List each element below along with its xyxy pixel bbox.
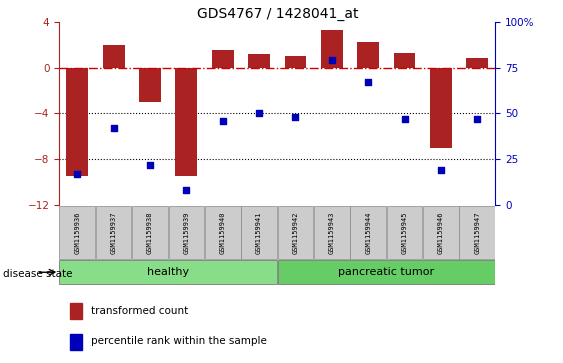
- Bar: [212, 50, 234, 68]
- Text: GSM1159936: GSM1159936: [74, 211, 81, 254]
- Bar: [176, 68, 197, 176]
- Point: [254, 110, 263, 116]
- Text: GSM1159945: GSM1159945: [401, 211, 408, 254]
- Bar: [284, 56, 306, 68]
- FancyBboxPatch shape: [278, 205, 313, 259]
- Point: [327, 57, 336, 63]
- Point: [182, 188, 191, 193]
- Text: disease state: disease state: [3, 269, 72, 279]
- Point: [364, 79, 373, 85]
- Text: GSM1159944: GSM1159944: [365, 211, 371, 254]
- Bar: [248, 54, 270, 68]
- FancyBboxPatch shape: [423, 205, 459, 259]
- Bar: [394, 53, 415, 68]
- Bar: [103, 45, 124, 68]
- Text: GSM1159946: GSM1159946: [438, 211, 444, 254]
- FancyBboxPatch shape: [242, 205, 277, 259]
- Point: [109, 125, 118, 131]
- Text: GSM1159937: GSM1159937: [111, 211, 117, 254]
- Point: [145, 162, 154, 168]
- Point: [73, 171, 82, 177]
- FancyBboxPatch shape: [60, 205, 95, 259]
- Bar: [358, 42, 379, 68]
- Bar: [70, 303, 82, 319]
- Bar: [139, 68, 161, 102]
- Bar: [66, 68, 88, 176]
- Point: [218, 118, 227, 124]
- Point: [473, 116, 482, 122]
- FancyBboxPatch shape: [314, 205, 350, 259]
- FancyBboxPatch shape: [350, 205, 386, 259]
- Text: transformed count: transformed count: [91, 306, 188, 316]
- Text: GSM1159938: GSM1159938: [147, 211, 153, 254]
- FancyBboxPatch shape: [96, 205, 132, 259]
- Text: percentile rank within the sample: percentile rank within the sample: [91, 336, 267, 346]
- Text: GSM1159940: GSM1159940: [220, 211, 226, 254]
- FancyBboxPatch shape: [278, 260, 495, 285]
- FancyBboxPatch shape: [387, 205, 422, 259]
- Point: [436, 167, 445, 173]
- Point: [400, 116, 409, 122]
- FancyBboxPatch shape: [205, 205, 240, 259]
- Bar: [466, 58, 488, 68]
- FancyBboxPatch shape: [459, 205, 495, 259]
- Bar: [321, 30, 343, 68]
- Title: GDS4767 / 1428041_at: GDS4767 / 1428041_at: [196, 7, 358, 21]
- Text: GSM1159941: GSM1159941: [256, 211, 262, 254]
- Text: GSM1159943: GSM1159943: [329, 211, 335, 254]
- FancyBboxPatch shape: [132, 205, 168, 259]
- Text: GSM1159939: GSM1159939: [184, 211, 189, 254]
- FancyBboxPatch shape: [60, 260, 277, 285]
- Text: GSM1159942: GSM1159942: [292, 211, 298, 254]
- Text: pancreatic tumor: pancreatic tumor: [338, 267, 435, 277]
- Text: healthy: healthy: [147, 267, 189, 277]
- Text: GSM1159947: GSM1159947: [474, 211, 480, 254]
- Bar: [430, 68, 452, 148]
- FancyBboxPatch shape: [168, 205, 204, 259]
- Bar: [70, 334, 82, 350]
- Point: [291, 114, 300, 120]
